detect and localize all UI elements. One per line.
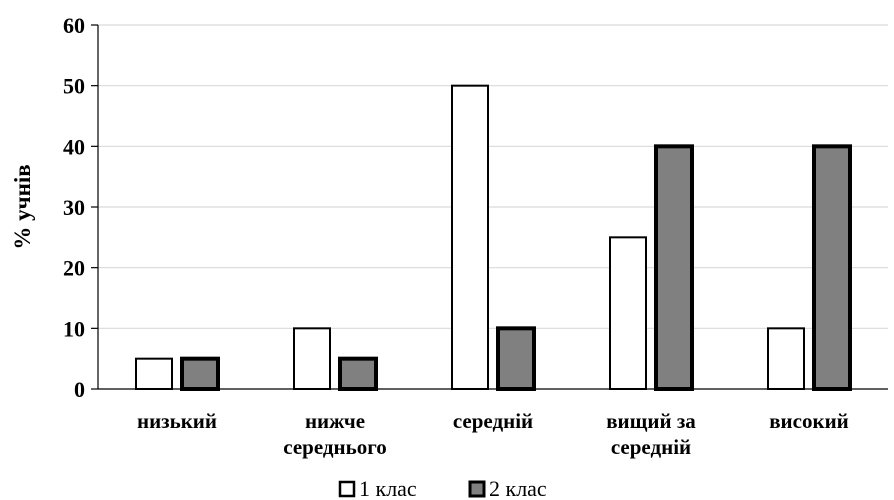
x-category-label: високий [769, 409, 849, 433]
bar-1-5 [767, 327, 805, 391]
legend: 1 клас 2 клас [338, 476, 547, 500]
bar-2-4 [654, 144, 694, 391]
x-category-label: вищий за середній [606, 409, 696, 459]
x-category-labels: низький нижче середнього середній вищий за се… [137, 409, 849, 459]
y-tick-label: 0 [74, 377, 85, 402]
legend-label-1: 1 клас [359, 476, 417, 500]
y-tick-label: 10 [63, 316, 85, 341]
bar-1-4 [609, 236, 647, 390]
bar-2-3 [496, 326, 536, 392]
x-category-label: середній [453, 409, 533, 433]
bar-2-2 [338, 356, 378, 391]
y-tick-label: 60 [63, 13, 85, 38]
y-tick-label: 50 [63, 74, 85, 99]
bar-2-5 [812, 144, 852, 391]
axes [91, 24, 888, 390]
gridlines [98, 24, 888, 329]
y-tick-labels: 0 10 20 30 40 50 60 [63, 13, 85, 402]
bar-1-2 [293, 327, 331, 391]
bar-1-3 [451, 84, 489, 391]
x-category-label: низький [137, 409, 217, 433]
legend-swatch-2 [468, 480, 486, 498]
y-tick-label: 20 [63, 256, 85, 281]
bar-2-1 [180, 356, 220, 391]
y-tick-label: 40 [63, 134, 85, 159]
legend-label-2: 2 клас [489, 476, 547, 500]
bars [135, 84, 852, 392]
x-category-label: нижче середнього [283, 409, 386, 459]
bar-1-1 [135, 357, 173, 390]
y-axis-label: % учнів [10, 164, 35, 249]
legend-swatch-1 [338, 480, 356, 498]
y-tick-label: 30 [63, 195, 85, 220]
